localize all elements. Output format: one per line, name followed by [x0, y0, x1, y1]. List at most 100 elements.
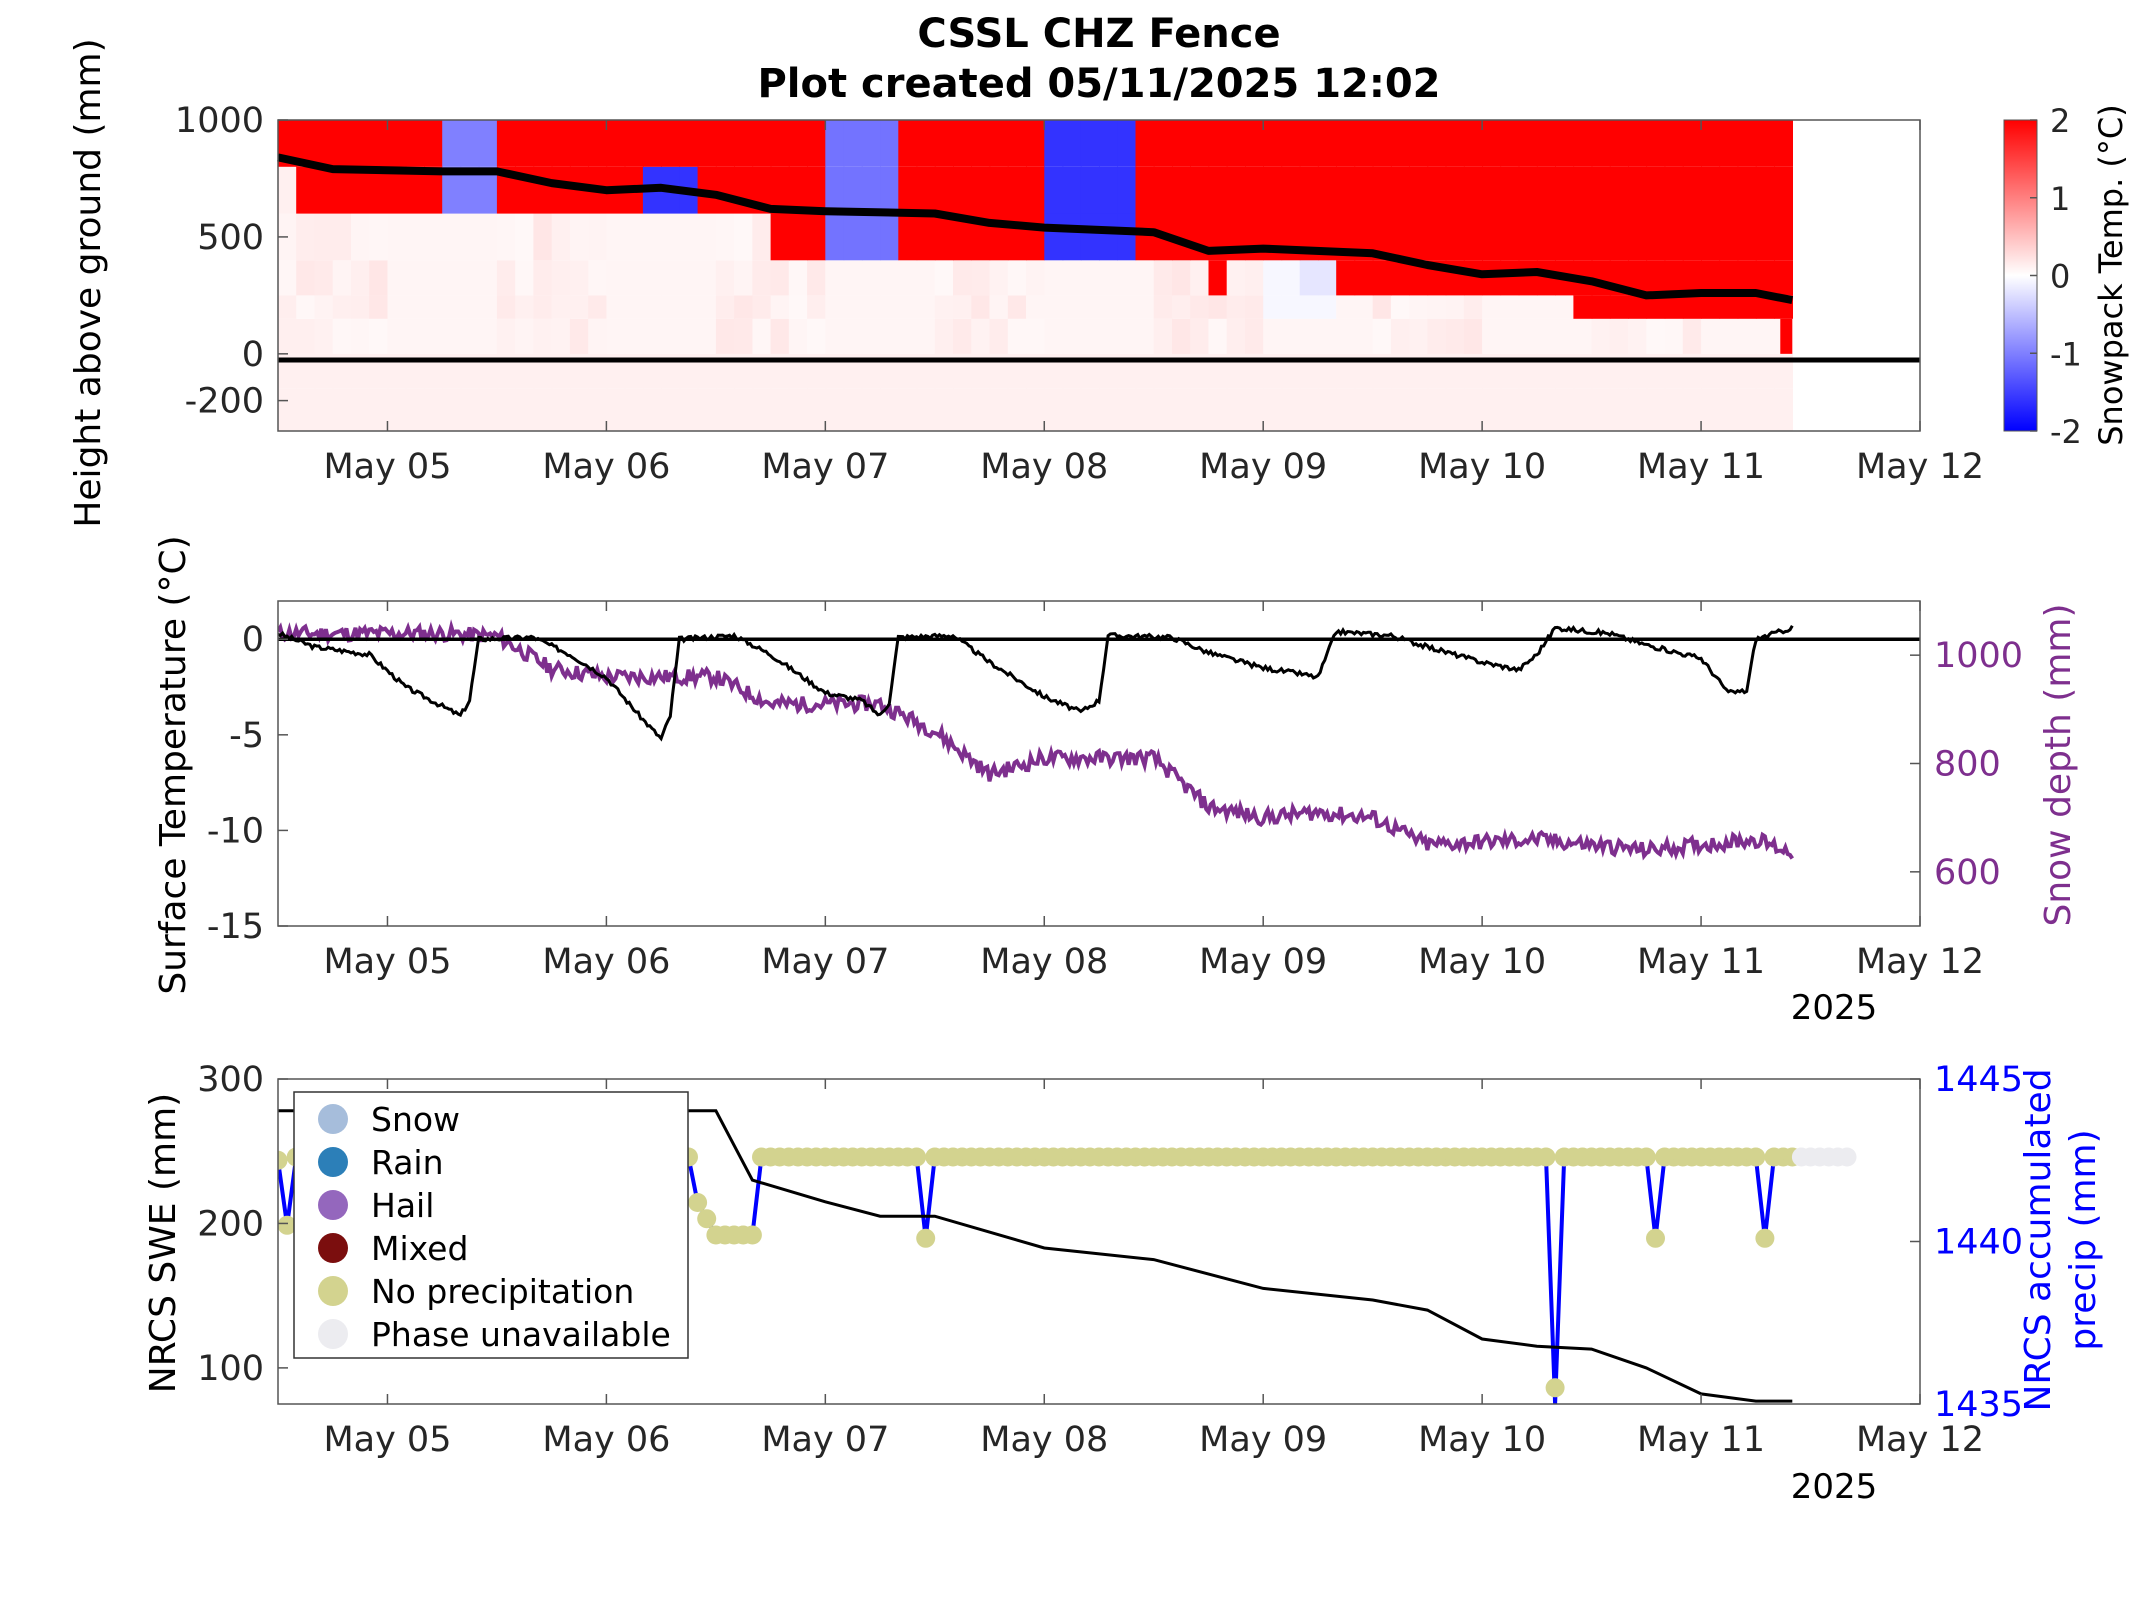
heatmap-cell: [332, 213, 352, 261]
heatmap-cell: [1135, 213, 1155, 261]
heatmap-cell: [1208, 260, 1228, 296]
heatmap-cell: [953, 213, 972, 261]
temperature-y-label: -15: [207, 907, 264, 947]
heatmap-cell: [569, 353, 589, 389]
heatmap-cell: [296, 318, 316, 354]
heatmap-cell: [1737, 353, 1757, 389]
heatmap-cell: [770, 353, 790, 389]
heatmap-cell: [1646, 353, 1666, 389]
heatmap-cell: [496, 318, 516, 354]
heatmap-cell: [606, 353, 626, 389]
heatmap-cell: [825, 120, 845, 167]
heatmap-cell: [1281, 388, 1301, 431]
heatmap-cell: [478, 353, 498, 389]
heatmap-cell: [1354, 353, 1374, 389]
heatmap-cell: [515, 353, 535, 389]
heatmap-cell: [880, 295, 900, 319]
temperature-y-label: -10: [207, 811, 264, 851]
heatmap-cell: [1044, 260, 1064, 296]
heatmap-cell: [351, 318, 370, 354]
phase-marker-no-precipitation: [278, 1150, 288, 1170]
heatmap-cell: [1463, 388, 1483, 431]
heatmap-cell: [752, 353, 772, 389]
heatmap-cell: [1536, 388, 1556, 431]
heatmap-cell: [387, 318, 407, 354]
heatmap-cell: [1372, 260, 1392, 296]
heatmap-cell: [1427, 388, 1447, 431]
year-label: 2025: [1791, 988, 1878, 1028]
heatmap-cell: [861, 166, 881, 214]
heatmap-cell: [934, 388, 954, 431]
heatmap-cell: [369, 213, 389, 261]
heatmap-cell: [898, 213, 918, 261]
heatmap-cell: [843, 213, 863, 261]
heatmap-cell: [934, 295, 954, 319]
heatmap-cell: [1591, 120, 1611, 167]
heatmap-cell: [825, 213, 845, 261]
heatmap-cell: [1427, 295, 1447, 319]
year-label-2: 2025: [1791, 1467, 1878, 1507]
heatmap-cell: [1555, 295, 1575, 319]
heatmap-cell: [1609, 166, 1629, 214]
heatmap-cell: [734, 295, 754, 319]
heatmap-cell: [1628, 295, 1648, 319]
heatmap-cell: [1482, 213, 1502, 261]
heatmap-cell: [642, 318, 662, 354]
heatmap-cell: [1390, 353, 1410, 389]
heatmap-cell: [843, 166, 863, 214]
temperature-y-label: -5: [229, 716, 264, 756]
heatmap-cell: [1755, 388, 1775, 431]
heatmap-cell: [953, 353, 972, 389]
heatmap-cell: [1226, 260, 1246, 296]
heatmap-cell: [916, 388, 936, 431]
heatmap-cell: [551, 120, 571, 167]
heatmap-cell: [1190, 353, 1210, 389]
heatmap-cell: [1701, 318, 1721, 354]
legend-marker: [318, 1319, 348, 1349]
heatmap-cell: [1153, 120, 1173, 167]
temperature-x-label: May 11: [1637, 942, 1765, 982]
swe-x-label: May 11: [1637, 1420, 1765, 1460]
heatmap-cell: [369, 295, 389, 319]
heatmap-cell: [1390, 295, 1410, 319]
heatmap-cell: [661, 120, 681, 167]
heatmap-cell: [1719, 353, 1739, 389]
heatmap-cell: [1664, 166, 1684, 214]
heatmap-frame: [277, 119, 1921, 432]
heatmap-cell: [1317, 295, 1337, 319]
phase-marker-no-precipitation: [907, 1147, 927, 1167]
heatmap-cell: [734, 213, 754, 261]
heatmap-cell: [807, 295, 827, 319]
heatmap-cell: [1682, 388, 1702, 431]
heatmap-cell: [661, 388, 681, 431]
heatmap-cell: [916, 213, 936, 261]
heatmap-cell: [807, 388, 827, 431]
heatmap-cell: [405, 260, 425, 296]
heatmap-cell: [1427, 166, 1447, 214]
heatmap-cell: [1390, 213, 1410, 261]
heatmap-cell: [332, 353, 352, 389]
heatmap-cell: [1646, 213, 1666, 261]
heatmap-cell: [1646, 260, 1666, 296]
heatmap-cell: [460, 166, 480, 214]
heatmap-cell: [569, 295, 589, 319]
heatmap-cell: [715, 166, 735, 214]
heatmap-cell: [1445, 120, 1465, 167]
heatmap-cell: [734, 353, 754, 389]
heatmap-cell: [1044, 213, 1064, 261]
heatmap-cell: [679, 388, 699, 431]
heatmap-cell: [734, 318, 754, 354]
heatmap-cell: [1482, 353, 1502, 389]
heatmap-cell: [1317, 120, 1337, 167]
heatmap-cell: [1409, 213, 1429, 261]
heatmap-cell: [1664, 318, 1684, 354]
heatmap-cell: [1737, 260, 1757, 296]
heatmap-cell: [332, 120, 352, 167]
heatmap-cell: [1172, 318, 1191, 354]
heatmap-cell: [460, 353, 480, 389]
heatmap-cell: [1536, 295, 1556, 319]
heatmap-cell: [1646, 295, 1666, 319]
heatmap-cell: [1774, 260, 1793, 296]
